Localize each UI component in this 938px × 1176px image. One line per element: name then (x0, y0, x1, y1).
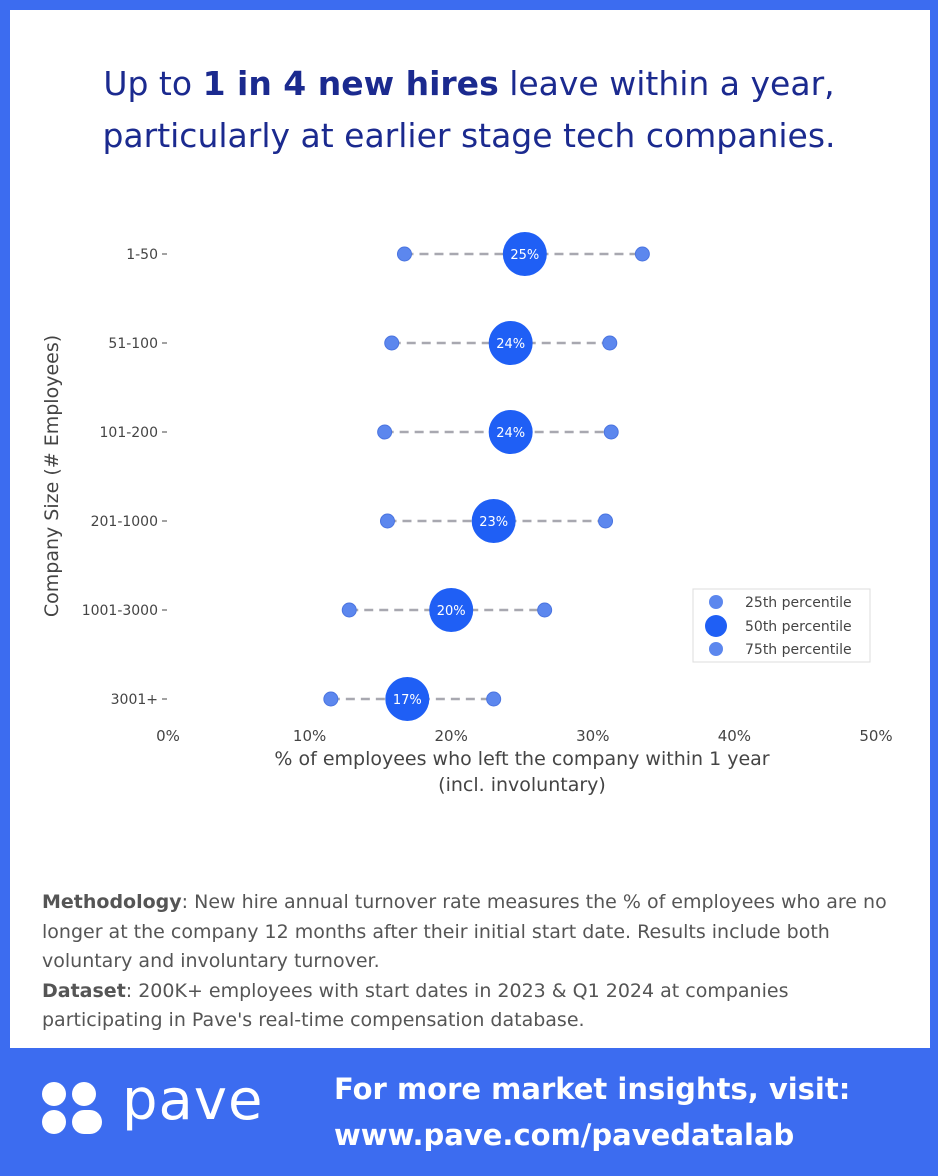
title-prefix: Up to (103, 64, 203, 103)
p50-point (488, 321, 533, 365)
y-tick-label: 101-200 (100, 425, 159, 441)
y-tick-label: 201-1000 (91, 514, 158, 530)
methodology-text: : New hire annual turnover rate measures… (42, 891, 887, 972)
p25-point (384, 335, 400, 351)
title-line-2: particularly at earlier stage tech compa… (102, 116, 836, 155)
dataset-label: Dataset (42, 979, 126, 1002)
y-tick-label: 51-100 (108, 336, 158, 352)
x-axis-label: % of employees who left the company with… (274, 748, 769, 770)
legend-p75-label: 75th percentile (745, 642, 852, 658)
x-tick-label: 10% (293, 727, 326, 745)
p50-data-label: 25% (510, 248, 539, 263)
title-suffix: leave within a year, (498, 64, 835, 103)
dataset-text: : 200K+ employees with start dates in 20… (42, 979, 789, 1032)
p25-point (396, 246, 412, 262)
p25-point (341, 602, 357, 618)
p50-data-label: 23% (479, 515, 508, 530)
p50-data-label: 24% (496, 337, 525, 352)
x-tick-label: 50% (859, 727, 892, 745)
legend-p50-label: 50th percentile (745, 619, 852, 635)
dataset-paragraph: Dataset: 200K+ employees with start date… (42, 977, 892, 1036)
p50-data-label: 20% (437, 604, 466, 619)
legend-p75-marker (709, 642, 723, 656)
title-emphasis: 1 in 4 new hires (202, 64, 499, 103)
pave-logo-text: pave (122, 1068, 264, 1133)
content-card (10, 10, 930, 1048)
y-tick-label: 1001-3000 (82, 603, 158, 619)
p75-point (537, 602, 553, 618)
x-axis-label-line-2: (incl. involuntary) (438, 774, 606, 796)
cta-link[interactable]: www.pave.com/pavedatalab (334, 1118, 795, 1152)
p75-point (602, 335, 618, 351)
p50-point (471, 499, 516, 543)
dumbbell-chart: 1-50 51-100 101-200 201-1000 1001-3000 3001+ 0… (41, 232, 893, 796)
cta-text: For more market insights, visit: (334, 1072, 851, 1106)
p25-point (323, 691, 339, 707)
p25-point (377, 424, 393, 440)
p50-point (502, 232, 547, 276)
legend-p25-label: 25th percentile (745, 595, 852, 611)
pave-logo-icon (42, 1082, 102, 1134)
y-axis-label: Company Size (# Employees) (41, 335, 63, 617)
p25-point (379, 513, 395, 529)
x-tick-label: 30% (576, 727, 609, 745)
title-line-1: Up to 1 in 4 new hires leave within a ye… (10, 58, 928, 110)
p50-point (488, 410, 533, 454)
y-tick-label: 1-50 (126, 247, 158, 263)
methodology-label: Methodology (42, 891, 182, 913)
methodology-block: Methodology: New hire annual turnover ra… (42, 888, 892, 1036)
p75-point (486, 691, 502, 707)
footer-cta: For more market insights, visit: www.pav… (334, 1066, 850, 1158)
p50-point (385, 677, 430, 721)
p75-point (634, 246, 650, 262)
footer-banner (0, 1048, 938, 1176)
p50-data-label: 24% (496, 426, 525, 441)
p75-point (598, 513, 614, 529)
page-title: Up to 1 in 4 new hires leave within a ye… (10, 58, 928, 162)
p75-point (603, 424, 619, 440)
methodology-paragraph: Methodology: New hire annual turnover ra… (42, 888, 892, 977)
x-tick-label: 20% (435, 727, 468, 745)
p50-data-label: 17% (393, 693, 422, 708)
legend-p25-marker (709, 595, 723, 609)
x-tick-label: 40% (718, 727, 751, 745)
legend-p50-marker (705, 615, 727, 637)
p50-point (429, 588, 474, 632)
y-tick-label: 3001+ (111, 692, 158, 708)
x-tick-label: 0% (156, 727, 180, 745)
